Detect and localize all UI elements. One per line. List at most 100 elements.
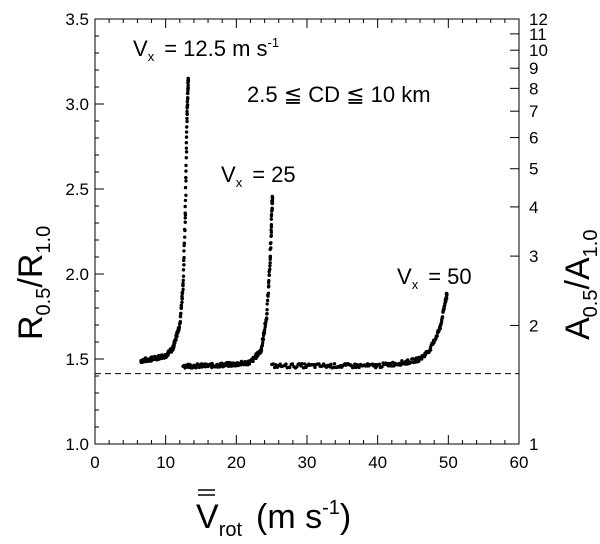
y-axis-right-title: A0.5/A1.0	[559, 230, 600, 340]
data-point	[183, 216, 187, 220]
data-point	[194, 366, 198, 370]
x-axis-title-exp: -1	[322, 497, 340, 519]
data-point	[265, 311, 269, 316]
data-point	[438, 326, 443, 331]
y-right-tick-label-11: 11	[529, 25, 547, 44]
y-right-tick-label-3: 3	[529, 247, 538, 266]
data-point	[185, 103, 190, 107]
data-point	[357, 365, 361, 370]
annotation-vx-12-5-exp: -1	[268, 35, 280, 50]
data-point	[181, 281, 185, 286]
data-point	[184, 193, 188, 198]
data-point	[440, 315, 445, 319]
annotation-vx-12-5-sub: x	[148, 49, 155, 64]
data-point	[263, 325, 267, 329]
data-point	[179, 311, 183, 316]
y-right-sub2: 1.0	[580, 230, 600, 258]
data-point	[313, 365, 317, 370]
data-point	[268, 261, 272, 265]
y-right-tick-label-8: 8	[529, 79, 538, 98]
data-point	[266, 291, 271, 295]
annotation-vx-25: Vx = 25	[221, 162, 296, 190]
data-point	[177, 325, 181, 329]
data-point	[262, 328, 267, 332]
data-point	[178, 320, 183, 324]
y-right-tick-label-7: 7	[529, 102, 538, 121]
data-point	[269, 233, 274, 238]
data-point	[442, 307, 446, 311]
y-left-tick-label-1: 1.0	[65, 435, 89, 454]
data-point	[265, 298, 270, 303]
data-point	[268, 264, 272, 268]
data-point	[184, 135, 189, 139]
data-point	[183, 220, 187, 224]
y-right-tick-label-2: 2	[529, 316, 538, 335]
annotation-vx-50-rest: = 50	[428, 264, 471, 289]
data-point	[184, 163, 188, 168]
data-point	[287, 365, 292, 370]
x-tick-label-50: 50	[439, 453, 458, 472]
data-point	[186, 78, 190, 82]
data-point	[268, 267, 272, 272]
data-point	[269, 217, 274, 221]
y-left-tick-label-3.5: 3.5	[65, 10, 89, 29]
data-point	[270, 194, 274, 199]
data-point	[184, 179, 188, 183]
y-right-tick-label-12: 12	[529, 10, 548, 29]
data-point	[428, 348, 433, 352]
data-point	[183, 211, 187, 215]
data-point	[183, 185, 188, 190]
y-right-tick-label-1: 1	[529, 435, 538, 454]
data-point	[185, 95, 190, 100]
data-point	[180, 300, 184, 305]
data-point	[182, 227, 187, 232]
data-point	[185, 116, 189, 121]
data-point	[409, 360, 413, 365]
annotation-vx-12-5: Vx = 12.5 m s-1	[133, 35, 279, 64]
data-point	[269, 241, 273, 245]
x-tick-label-20: 20	[227, 453, 246, 472]
y-left-tick-label-2.5: 2.5	[65, 180, 89, 199]
y-left-slash: /	[12, 278, 50, 288]
data-point	[186, 91, 190, 96]
y-right-sub1: 0.5	[580, 290, 600, 318]
series-3	[270, 291, 449, 370]
data-point	[260, 343, 265, 347]
y-right-tick-label-9: 9	[529, 59, 538, 78]
data-point	[181, 274, 186, 278]
data-point	[270, 206, 274, 210]
y-right-a2: A	[559, 257, 597, 280]
y-left-sub1: 0.5	[33, 288, 55, 316]
data-point	[184, 156, 188, 160]
data-point	[179, 303, 184, 308]
data-point	[444, 299, 448, 303]
series-2	[181, 194, 275, 370]
data-point	[332, 362, 337, 366]
data-point	[423, 353, 427, 357]
tick-labels: 0 10 20 30 40 50 601.01.52.02.53.03.5123456789…	[65, 10, 548, 472]
data-point	[181, 287, 185, 292]
data-point	[380, 365, 384, 369]
data-point	[185, 109, 189, 114]
data-point	[184, 130, 189, 134]
data-point	[185, 125, 189, 129]
x-tick-label-40: 40	[368, 453, 387, 472]
data-point	[180, 294, 184, 299]
data-point	[265, 308, 269, 312]
data-point	[269, 212, 274, 217]
data-point	[182, 249, 186, 253]
data-point	[417, 359, 421, 363]
y-left-r2: R	[12, 254, 50, 279]
x-axis-title-close: )	[340, 498, 351, 536]
data-point	[184, 175, 188, 180]
data-point	[267, 278, 271, 283]
data-point	[267, 273, 272, 277]
data-point	[184, 146, 189, 150]
data-point	[261, 337, 266, 342]
data-point	[269, 222, 274, 227]
y-right-tick-label-5: 5	[529, 160, 538, 179]
x-tick-label-60: 60	[510, 453, 529, 472]
series-1	[139, 76, 191, 365]
annotation-vx-50-v: V	[397, 264, 412, 289]
